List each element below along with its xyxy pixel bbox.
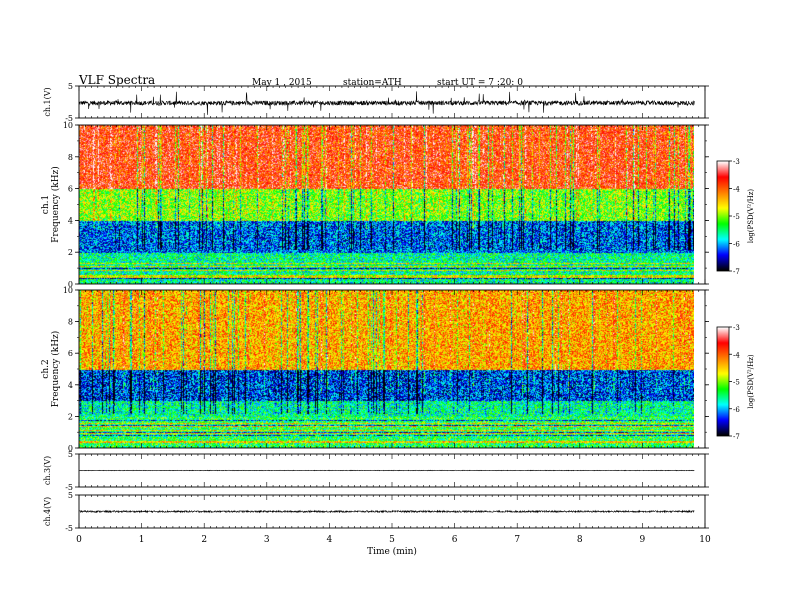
ch1-spectrogram-ytick-label: 0 — [68, 280, 73, 289]
ch3-waveform-ytick-label: 5 — [68, 450, 73, 459]
ch1-spectrogram-heatmap-image — [79, 125, 694, 284]
header-date: May 1 , 2015 — [252, 78, 312, 88]
x-tick-label: 8 — [577, 535, 583, 545]
ch2-spectrogram-colorbar-tick-label: -6 — [733, 406, 740, 414]
ch2-spectrogram-ytick-label: 4 — [68, 381, 73, 390]
ch1-spectrogram-ytick-label: 8 — [68, 153, 73, 162]
ch2-spectrogram-colorbar-tick-label: -5 — [733, 379, 740, 387]
x-axis-label: Time (min) — [367, 546, 417, 557]
ch3-waveform-ylabel: ch.3(V) — [43, 456, 52, 485]
ch2-spectrogram-ylabel: Frequency (kHz) — [50, 331, 61, 408]
x-tick-label: 2 — [201, 535, 207, 545]
ch1-spectrogram-colorbar-title: log(PSD(V²/Hz) — [747, 189, 755, 244]
ch1-spectrogram-colorbar-tick-label: -3 — [733, 158, 740, 166]
ch2-spectrogram-colorbar-title: log(PSD(V²/Hz) — [747, 354, 755, 409]
ch2-spectrogram-colorbar-tick-label: -7 — [733, 433, 740, 441]
x-tick-label: 3 — [264, 535, 270, 545]
ch3-waveform-trace — [78, 469, 695, 472]
ch1-spectrogram-ylabel: Frequency (kHz) — [50, 166, 61, 243]
ch2-spectrogram-colorbar-tick-label: -4 — [733, 351, 740, 359]
ch4-waveform-ytick-label: 5 — [68, 491, 73, 500]
x-tick-label: 4 — [327, 535, 333, 545]
ch2-spectrogram-ytick-label: 10 — [63, 286, 73, 295]
ch1-spectrogram-ytick-label: 10 — [63, 121, 73, 130]
ch2-spectrogram-ytick-label: 6 — [68, 349, 73, 358]
ch2-spectrogram-channel-label: ch.2 — [41, 359, 51, 378]
ch1-spectrogram-colorbar-tick-label: -6 — [733, 241, 740, 249]
ch1-spectrogram-colorbar-tick-label: -7 — [733, 268, 740, 276]
ch2-spectrogram-heatmap-image — [79, 290, 694, 448]
x-tick-label: 5 — [389, 535, 395, 545]
ch1-spectrogram-ytick-label: 4 — [68, 216, 73, 225]
ch3-waveform-ytick-label: -5 — [65, 483, 73, 492]
x-tick-label: 10 — [699, 535, 711, 545]
ch1-waveform-ylabel: ch.1(V) — [43, 87, 52, 116]
header-station: station=ATH — [343, 78, 402, 88]
ch1-waveform-ytick-label: 5 — [68, 82, 73, 91]
x-tick-label: 7 — [514, 535, 520, 545]
ch2-spectrogram-ytick-label: 0 — [68, 444, 73, 453]
x-tick-label: 0 — [76, 535, 82, 545]
ch1-waveform-ytick-label: -5 — [65, 114, 73, 123]
x-tick-label: 6 — [452, 535, 458, 545]
header-start-time: start UT = 7 :20: 0 — [437, 78, 523, 88]
ch1-spectrogram-colorbar-tick-label: -4 — [733, 186, 740, 194]
ch2-spectrogram-ytick-label: 8 — [68, 318, 73, 327]
x-tick-label: 9 — [640, 535, 646, 545]
ch2-spectrogram-colorbar-tick-label: -3 — [733, 324, 740, 332]
ch1-spectrogram-colorbar — [717, 161, 729, 271]
ch1-waveform-trace — [78, 91, 695, 115]
waveform-layer — [78, 91, 695, 514]
chart-title: VLF Spectra — [79, 73, 156, 87]
ch1-spectrogram-colorbar-tick-label: -5 — [733, 213, 740, 221]
ch1-spectrogram-channel-label: ch.1 — [41, 195, 51, 214]
x-tick-label: 1 — [139, 535, 145, 545]
spectrogram-layer — [79, 125, 729, 448]
ch1-spectrogram-ytick-label: 2 — [68, 248, 73, 257]
axes-layer — [75, 85, 732, 529]
ch2-spectrogram-ytick-label: 2 — [68, 412, 73, 421]
ch4-waveform-ylabel: ch.4(V) — [43, 497, 52, 526]
ch1-spectrogram-ytick-label: 6 — [68, 185, 73, 194]
ch4-waveform-ytick-label: -5 — [65, 524, 73, 533]
ch2-spectrogram-colorbar — [717, 327, 729, 436]
ch4-waveform-trace — [78, 509, 695, 514]
